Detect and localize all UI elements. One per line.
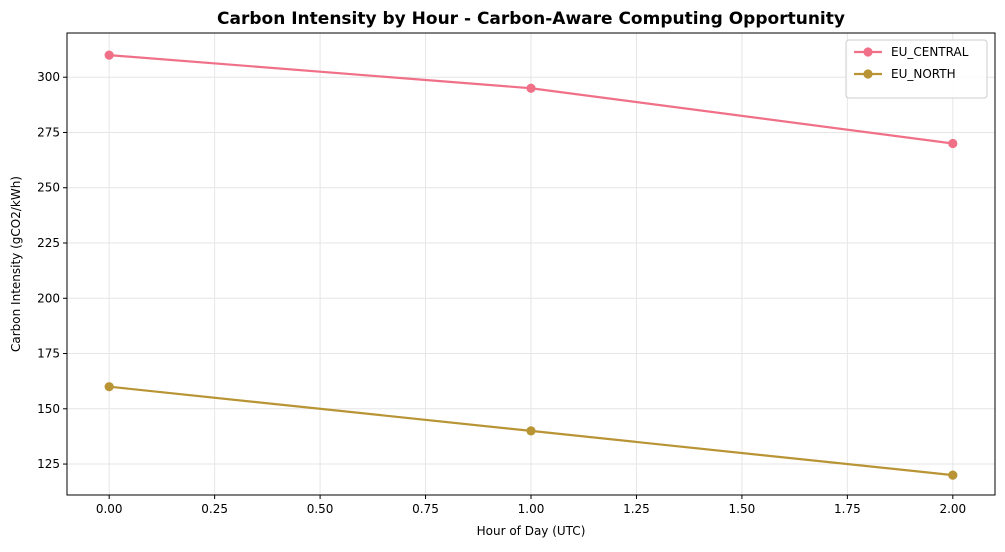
legend-swatch-marker xyxy=(863,47,873,57)
y-tick-label: 225 xyxy=(37,236,60,250)
legend-item: EU_NORTH xyxy=(854,67,956,81)
x-axis-label: Hour of Day (UTC) xyxy=(477,524,586,538)
y-axis: 125 150 175 200 225 250 275 300 xyxy=(37,70,67,471)
x-tick-label: 2.00 xyxy=(939,502,966,516)
data-point xyxy=(104,382,114,392)
grid-lines xyxy=(67,33,995,495)
data-point xyxy=(104,50,114,60)
y-tick-label: 175 xyxy=(37,347,60,361)
data-point xyxy=(526,83,536,93)
x-tick-label: 0.00 xyxy=(96,502,123,516)
y-tick-label: 300 xyxy=(37,70,60,84)
legend-label: EU_CENTRAL xyxy=(891,45,969,59)
series-eu-north xyxy=(104,382,958,480)
x-tick-label: 0.75 xyxy=(412,502,439,516)
y-axis-label: Carbon Intensity (gCO2/kWh) xyxy=(9,176,23,352)
x-axis: 0.00 0.25 0.50 0.75 1.00 1.25 1.50 1.75 2.00 xyxy=(96,495,966,516)
x-tick-label: 0.25 xyxy=(201,502,228,516)
x-tick-label: 1.00 xyxy=(518,502,545,516)
x-tick-label: 1.75 xyxy=(834,502,861,516)
x-tick-label: 1.25 xyxy=(623,502,650,516)
legend: EU_CENTRAL EU_NORTH xyxy=(845,39,988,99)
legend-item: EU_CENTRAL xyxy=(854,45,969,59)
legend-box xyxy=(845,39,988,99)
legend-label: EU_NORTH xyxy=(891,67,956,81)
y-tick-label: 250 xyxy=(37,181,60,195)
data-point xyxy=(526,426,536,436)
y-tick-label: 150 xyxy=(37,402,60,416)
x-tick-label: 0.50 xyxy=(307,502,334,516)
series-eu-central xyxy=(104,50,958,149)
data-point xyxy=(948,138,958,149)
y-tick-label: 275 xyxy=(37,125,60,139)
series-layer xyxy=(104,50,958,480)
chart-title: Carbon Intensity by Hour - Carbon-Aware … xyxy=(217,9,845,29)
y-tick-label: 200 xyxy=(37,291,60,305)
data-point xyxy=(948,470,958,480)
y-tick-label: 125 xyxy=(37,457,60,471)
legend-swatch-marker xyxy=(863,69,873,79)
x-tick-label: 1.50 xyxy=(729,502,756,516)
